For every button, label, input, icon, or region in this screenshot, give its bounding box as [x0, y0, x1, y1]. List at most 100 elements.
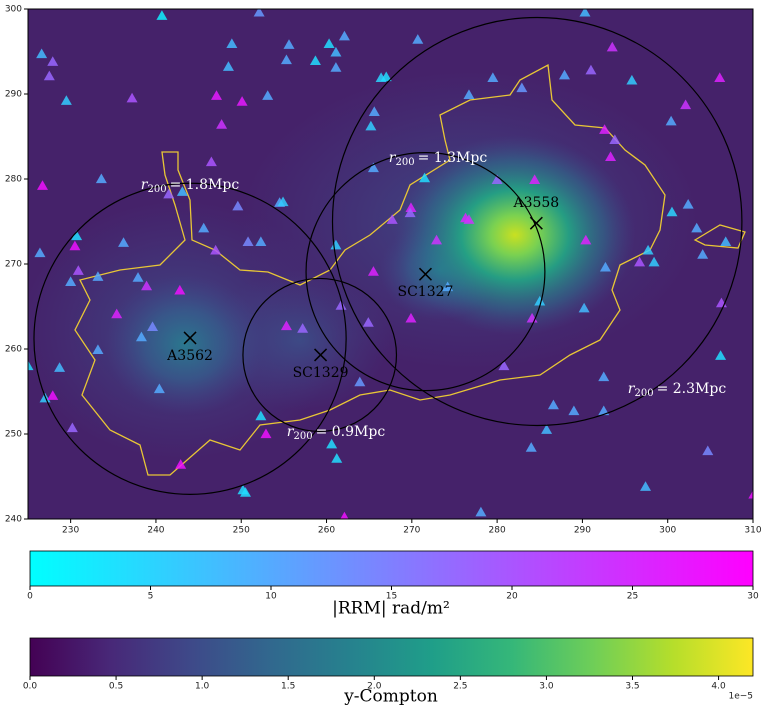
- r200-subscript: 200: [294, 431, 313, 442]
- x-tick-label: 230: [62, 526, 79, 536]
- rrm-point: [280, 320, 292, 331]
- rrm-point: [222, 61, 234, 71]
- colorbar-tick-label: 1.5: [281, 682, 295, 692]
- colorbar-tick-label: 10: [265, 592, 277, 602]
- rrm-point: [380, 71, 392, 82]
- rrm-point: [634, 256, 646, 267]
- cluster-marker: [418, 267, 433, 281]
- y-tick-label: 300: [5, 5, 22, 15]
- rrm-point: [236, 96, 248, 106]
- rrm-point: [578, 302, 590, 313]
- rrm-point: [491, 174, 503, 184]
- rrm-point: [232, 200, 244, 211]
- rrm-point: [714, 72, 726, 82]
- r200-text: = 0.9Mpc: [316, 424, 386, 440]
- r200-symbol: r: [141, 177, 149, 193]
- y-tick-label: 290: [5, 90, 22, 100]
- rrm-point: [240, 487, 251, 497]
- rrm-point: [92, 344, 104, 354]
- r200-symbol: r: [287, 424, 295, 440]
- rrm-point: [47, 390, 59, 400]
- colorbar-tick-label: 15: [386, 592, 397, 602]
- rrm-point: [226, 38, 238, 48]
- rrm-point: [111, 308, 123, 319]
- rrm-point: [691, 222, 703, 233]
- rrm-point: [541, 424, 553, 434]
- rrm-point: [682, 199, 694, 209]
- y-compton-map: [28, 9, 753, 519]
- rrm-point: [277, 196, 289, 207]
- rrm-point: [95, 173, 107, 184]
- rrm-point: [720, 236, 732, 247]
- rrm-point: [463, 214, 475, 224]
- rrm-point: [579, 9, 591, 17]
- rrm-point: [680, 99, 692, 110]
- rrm-point: [368, 106, 380, 116]
- rrm-point: [175, 459, 187, 469]
- rrm-point: [326, 438, 338, 449]
- colorbar: [29, 637, 754, 677]
- rrm-point: [525, 442, 537, 452]
- cluster-marker: [183, 331, 197, 345]
- rrm-point: [463, 89, 475, 99]
- rrm-point: [609, 134, 621, 145]
- rrm-point: [331, 453, 343, 463]
- rrm-point: [71, 230, 83, 241]
- rrm-point: [147, 321, 159, 332]
- rrm-point: [205, 156, 217, 167]
- rrm-point: [92, 271, 104, 281]
- rrm-point: [386, 214, 398, 224]
- rrm-point: [599, 261, 611, 272]
- rrm-point: [547, 399, 559, 410]
- rrm-point: [280, 54, 292, 65]
- rrm-point: [642, 244, 654, 255]
- rrm-point: [323, 38, 335, 48]
- cluster-name: SC1327: [398, 284, 454, 300]
- rrm-point: [34, 247, 46, 258]
- rrm-point: [176, 186, 188, 196]
- rrm-point: [126, 92, 138, 103]
- rrm-point: [606, 41, 618, 52]
- colorbar-tick-label: 5: [148, 592, 154, 602]
- x-tick-label: 240: [147, 526, 164, 536]
- colorbar-tick-label: 4.0: [711, 682, 726, 692]
- rrm-point: [163, 188, 175, 199]
- rrm-point: [216, 119, 228, 129]
- r200-text: = 2.3Mpc: [657, 381, 727, 397]
- r200-label: r200 = 2.3Mpc: [628, 381, 727, 399]
- rrm-point: [198, 222, 210, 233]
- x-tick-label: 260: [318, 526, 335, 536]
- rrm-point: [60, 95, 72, 105]
- rrm-point: [174, 284, 186, 295]
- rrm-point: [580, 234, 592, 245]
- rrm-point: [534, 295, 546, 306]
- colorbar-label: |RRM| rad/m²: [332, 599, 450, 619]
- rrm-point: [69, 240, 81, 251]
- rrm-point: [65, 276, 77, 286]
- rrm-point: [362, 317, 374, 327]
- r200-circle: [305, 152, 546, 392]
- colorbar-tick-label: 3.5: [625, 682, 639, 692]
- x-tick-label: 310: [744, 526, 761, 536]
- rrm-point: [335, 300, 347, 310]
- r200-label: r200 = 1.3Mpc: [389, 150, 488, 168]
- rrm-point: [132, 272, 144, 282]
- colorbar-tick-label: 0.0: [23, 682, 38, 692]
- rrm-point: [211, 90, 222, 100]
- rrm-point: [135, 331, 147, 342]
- rrm-point: [309, 55, 321, 65]
- cluster-name: A3558: [512, 195, 559, 211]
- colorbar: [29, 550, 754, 587]
- r200-symbol: r: [628, 381, 636, 397]
- rrm-point: [648, 256, 660, 267]
- rrm-point: [605, 151, 617, 162]
- rrm-point: [242, 236, 254, 247]
- r200-text: = 1.8Mpc: [170, 177, 240, 193]
- rrm-point: [255, 410, 267, 421]
- rrm-point: [498, 360, 510, 371]
- r200-subscript: 200: [148, 184, 167, 195]
- rrm-point: [340, 511, 349, 519]
- colorbar-tick-label: 1.0: [195, 682, 210, 692]
- rrm-point: [598, 405, 610, 416]
